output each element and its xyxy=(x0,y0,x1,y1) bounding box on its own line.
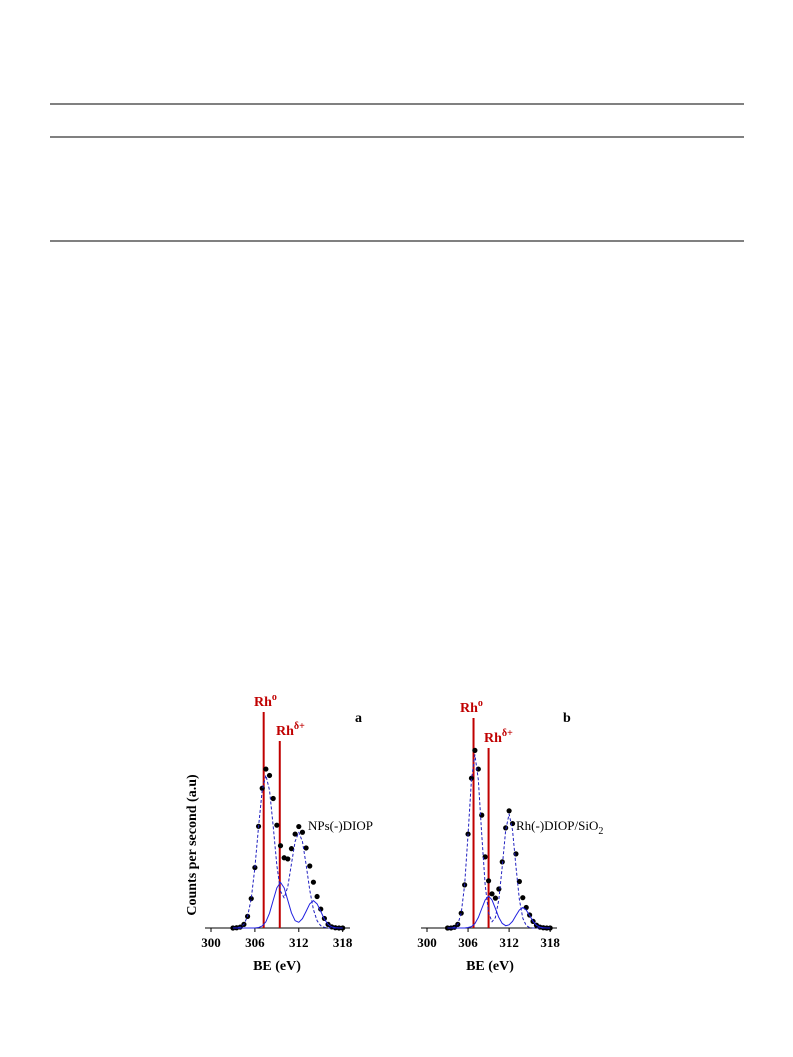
x-tick-label: 312 xyxy=(499,935,519,950)
data-point xyxy=(479,812,485,818)
reference-label: Rhδ+ xyxy=(276,721,305,739)
curve-label-text: NPs(-)DIOP xyxy=(308,818,373,833)
reference-label-sup: δ+ xyxy=(502,728,513,739)
reference-label-text: Rh xyxy=(460,701,478,716)
x-tick-label: 300 xyxy=(417,935,437,950)
data-point xyxy=(274,822,280,828)
x-tick-label: 312 xyxy=(289,935,309,950)
data-point xyxy=(520,895,526,901)
data-point xyxy=(340,925,346,931)
x-tick-label: 318 xyxy=(540,935,560,950)
x-axis-label: BE (eV) xyxy=(253,959,301,974)
fit-curve xyxy=(232,774,343,929)
data-point xyxy=(292,831,298,837)
data-point xyxy=(296,823,302,830)
data-point xyxy=(288,846,295,852)
data-point xyxy=(307,863,313,869)
panel-letter: b xyxy=(563,711,571,726)
data-point xyxy=(314,893,320,900)
data-point xyxy=(248,895,254,902)
data-point xyxy=(299,829,306,835)
curve-label-sub: 2 xyxy=(598,826,603,837)
y-axis-label: Counts per second (a.u) xyxy=(185,774,200,916)
reference-label-sup: o xyxy=(272,692,277,703)
data-point xyxy=(513,851,519,857)
data-point xyxy=(263,766,269,772)
reference-label: Rhδ+ xyxy=(484,728,513,746)
reference-label: Rho xyxy=(254,692,277,710)
reference-label-text: Rh xyxy=(484,731,502,746)
reference-label-sup: δ+ xyxy=(294,721,305,732)
data-point xyxy=(458,910,464,916)
fit-curve xyxy=(447,895,551,929)
reference-label: Rho xyxy=(460,698,483,716)
reference-label-text: Rh xyxy=(254,695,272,710)
x-tick-label: 306 xyxy=(458,935,478,950)
data-point xyxy=(506,808,512,814)
data-point xyxy=(303,845,309,851)
panel-letter: a xyxy=(355,711,362,726)
curve-label-text: Rh(-)DIOP/SiO xyxy=(516,818,598,833)
fit-curve xyxy=(447,754,551,929)
data-point xyxy=(468,775,475,781)
reference-label-sup: o xyxy=(478,698,483,709)
x-axis-label: BE (eV) xyxy=(466,959,514,974)
curve-label: NPs(-)DIOP xyxy=(308,818,373,833)
x-tick-label: 300 xyxy=(201,935,221,950)
x-tick-label: 306 xyxy=(245,935,265,950)
data-point xyxy=(310,879,317,885)
data-point xyxy=(266,772,273,779)
data-point xyxy=(485,878,492,884)
reference-label-text: Rh xyxy=(276,724,294,739)
data-point xyxy=(496,886,502,892)
data-point xyxy=(523,904,529,911)
data-point xyxy=(492,895,499,901)
data-point xyxy=(277,843,284,849)
data-point xyxy=(489,891,495,897)
data-point xyxy=(270,795,276,802)
curve-label: Rh(-)DIOP/SiO2 xyxy=(516,818,603,837)
x-tick-label: 318 xyxy=(333,935,353,950)
data-point xyxy=(472,747,478,753)
fit-curve xyxy=(232,881,343,929)
data-point xyxy=(285,856,291,862)
data-point xyxy=(482,854,488,860)
